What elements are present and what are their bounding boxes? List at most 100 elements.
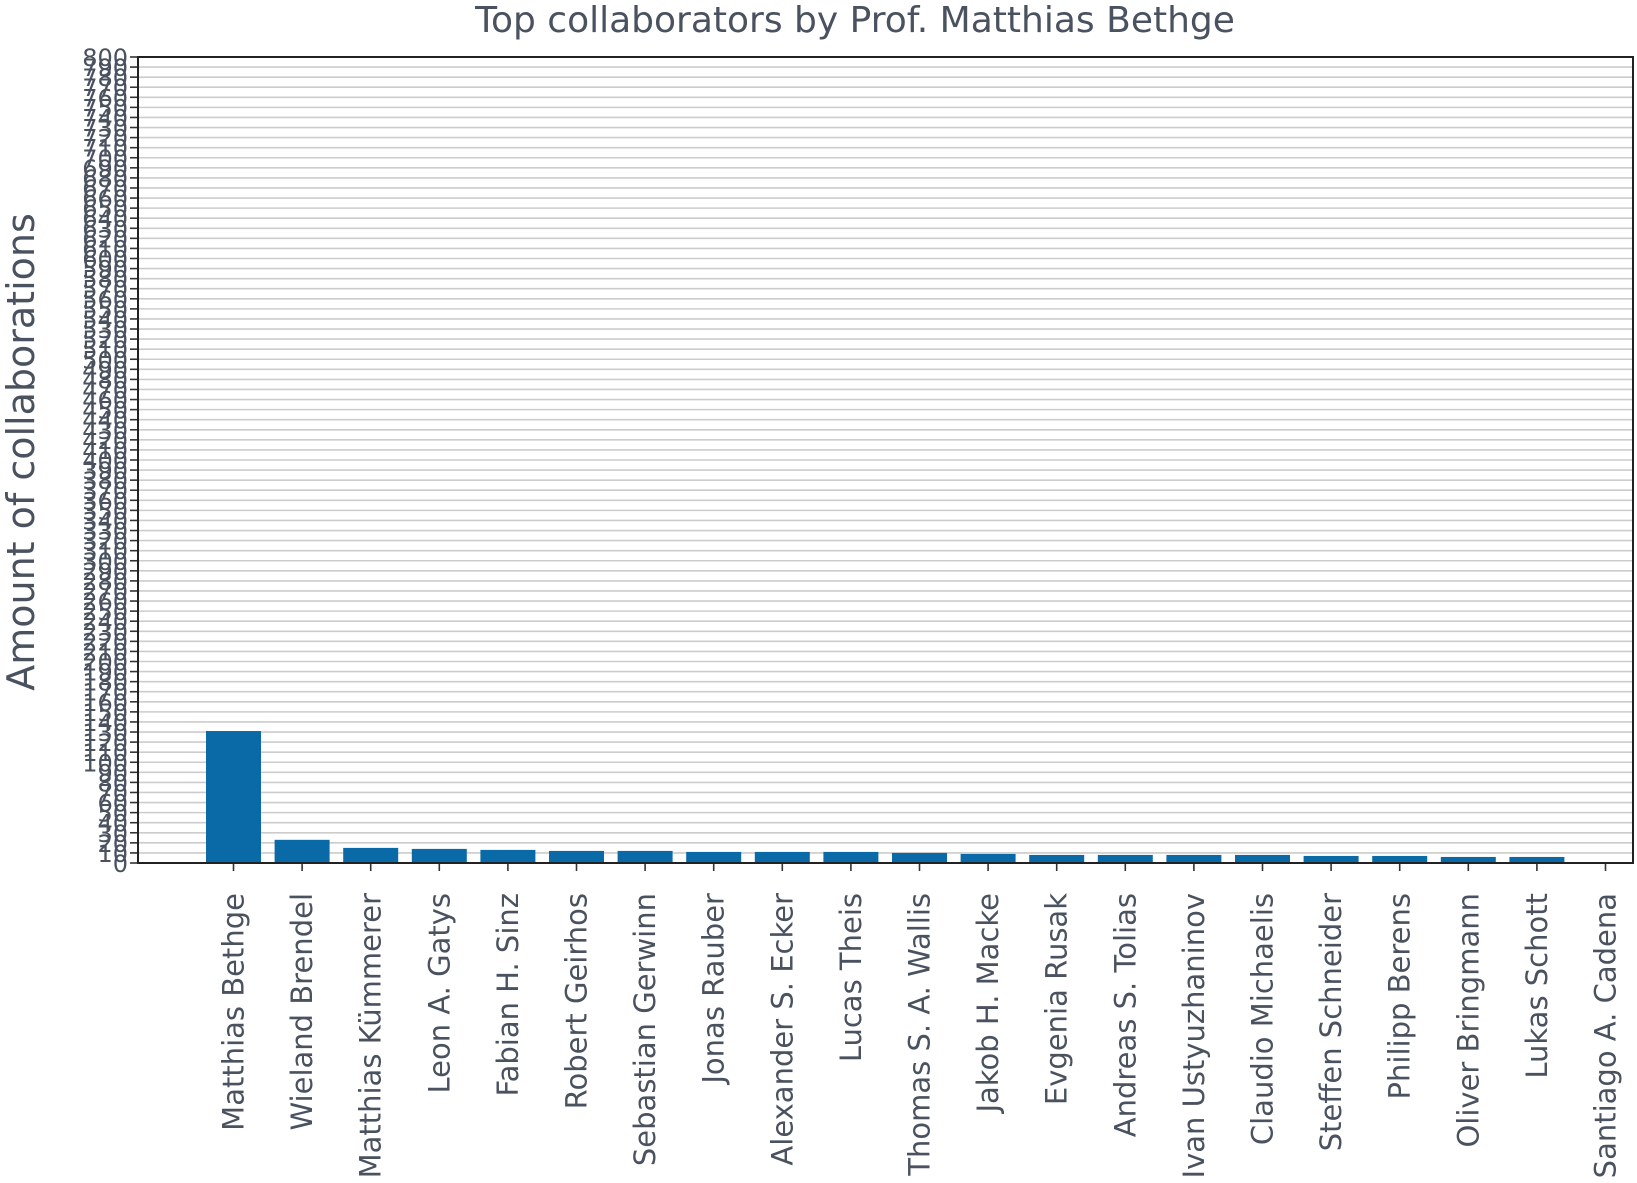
y-tick-label: 450 — [82, 397, 128, 425]
x-tick-label: Wieland Brendel — [285, 893, 319, 1130]
y-tick-label: 670 — [82, 175, 128, 203]
y-tick-label: 620 — [82, 225, 128, 253]
y-tick-label: 550 — [82, 296, 128, 324]
y-tick-label: 200 — [82, 649, 128, 677]
bar — [892, 852, 947, 863]
y-tick-label: 290 — [82, 558, 128, 586]
bar — [549, 850, 604, 863]
y-tick-label: 70 — [97, 779, 128, 807]
x-tick-label: Lucas Theis — [834, 893, 868, 1062]
y-tick-label: 720 — [82, 125, 128, 153]
y-tick-label: 410 — [82, 437, 128, 465]
bar — [1440, 856, 1496, 863]
x-tick-label: Thomas S. A. Wallis — [903, 893, 937, 1177]
y-tick-label: 320 — [82, 528, 128, 556]
y-tick-label: 340 — [82, 507, 128, 535]
bar — [411, 848, 467, 863]
y-tick-label: 380 — [82, 467, 128, 495]
y-tick-label: 540 — [82, 306, 128, 334]
y-tick-label: 460 — [82, 387, 128, 415]
bar — [1029, 854, 1085, 863]
y-tick-label: 300 — [82, 548, 128, 576]
y-tick-label: 770 — [82, 74, 128, 102]
y-tick-label: 130 — [82, 719, 128, 747]
bar — [480, 849, 536, 863]
x-tick-label: Matthias Kümmerer — [354, 893, 388, 1178]
y-tick-label: 270 — [82, 578, 128, 606]
bar — [1097, 854, 1153, 863]
y-tick-label: 400 — [82, 447, 128, 475]
y-tick-label: 680 — [82, 165, 128, 193]
y-tick-label: 50 — [97, 800, 128, 828]
x-tick-label: Steffen Schneider — [1314, 893, 1348, 1151]
bar — [343, 847, 399, 863]
y-tick-label: 390 — [82, 457, 128, 485]
y-tick-label: 20 — [97, 830, 128, 858]
y-axis-label: Amount of collaborations — [0, 213, 43, 691]
bar — [1235, 854, 1290, 863]
y-tick-label: 570 — [82, 276, 128, 304]
y-tick-label: 610 — [82, 235, 128, 263]
bar — [1303, 855, 1359, 863]
y-tick-label: 560 — [82, 286, 128, 314]
y-tick-label: 120 — [82, 729, 128, 757]
bar — [823, 851, 879, 863]
y-tick-label: 470 — [82, 376, 128, 404]
bars — [206, 731, 1565, 863]
y-tick-label: 690 — [82, 155, 128, 183]
y-tick-label: 350 — [82, 497, 128, 525]
y-tick-label: 580 — [82, 266, 128, 294]
x-tick-label: Alexander S. Ecker — [765, 893, 799, 1166]
bar — [206, 731, 261, 863]
y-tick-label: 330 — [82, 518, 128, 546]
y-tick-label: 220 — [82, 628, 128, 656]
x-tick-label: Ivan Ustyuzhaninov — [1177, 893, 1211, 1178]
y-tick-label: 590 — [82, 256, 128, 284]
y-tick-label: 260 — [82, 588, 128, 616]
y-tick-label: 360 — [82, 487, 128, 515]
y-tick-label: 140 — [82, 709, 128, 737]
y-tick-label: 730 — [82, 115, 128, 143]
y-tick-label: 40 — [97, 810, 128, 838]
x-tick-label: Oliver Bringmann — [1451, 893, 1485, 1148]
bar — [960, 853, 1016, 863]
y-tick-label: 740 — [82, 104, 128, 132]
y-tick-label: 170 — [82, 679, 128, 707]
x-tick-label: Jakob H. Macke — [971, 893, 1005, 1115]
y-tick-label: 510 — [82, 336, 128, 364]
y-tick-label: 420 — [82, 427, 128, 455]
chart-title: Top collaborators by Prof. Matthias Beth… — [474, 0, 1235, 41]
y-tick-label: 530 — [82, 316, 128, 344]
y-tick-label: 780 — [82, 64, 128, 92]
y-tick-label: 520 — [82, 326, 128, 354]
y-tick-label: 370 — [82, 477, 128, 505]
y-tick-label: 210 — [82, 638, 128, 666]
y-tick-label: 250 — [82, 598, 128, 626]
y-tick-label: 700 — [82, 145, 128, 173]
y-tick-label: 280 — [82, 568, 128, 596]
y-tick-label: 10 — [97, 840, 128, 868]
bar — [686, 851, 742, 863]
y-tick-label: 480 — [82, 366, 128, 394]
y-tick-label: 800 — [82, 44, 128, 72]
y-tick-label: 710 — [82, 135, 128, 163]
y-tick-label: 430 — [82, 417, 128, 445]
y-tick-label: 660 — [82, 185, 128, 213]
x-tick-label: Jonas Rauber — [697, 893, 731, 1086]
y-tick-label: 440 — [82, 407, 128, 435]
bar — [1166, 854, 1222, 863]
y-tick-label: 500 — [82, 346, 128, 374]
y-tick-label: 640 — [82, 205, 128, 233]
y-tick-label: 490 — [82, 356, 128, 384]
bar — [274, 839, 330, 863]
x-tick-label: Philipp Berens — [1383, 893, 1417, 1099]
plot-frame — [137, 56, 1634, 864]
y-tick-label: 600 — [82, 246, 128, 274]
y-tick-label: 100 — [82, 749, 128, 777]
y-tick-label: 190 — [82, 659, 128, 687]
bar — [754, 851, 810, 863]
y-tick-label: 790 — [82, 54, 128, 82]
y-tick-label: 180 — [82, 669, 128, 697]
bar — [1372, 855, 1428, 863]
x-tick-label: Fabian H. Sinz — [491, 893, 525, 1096]
